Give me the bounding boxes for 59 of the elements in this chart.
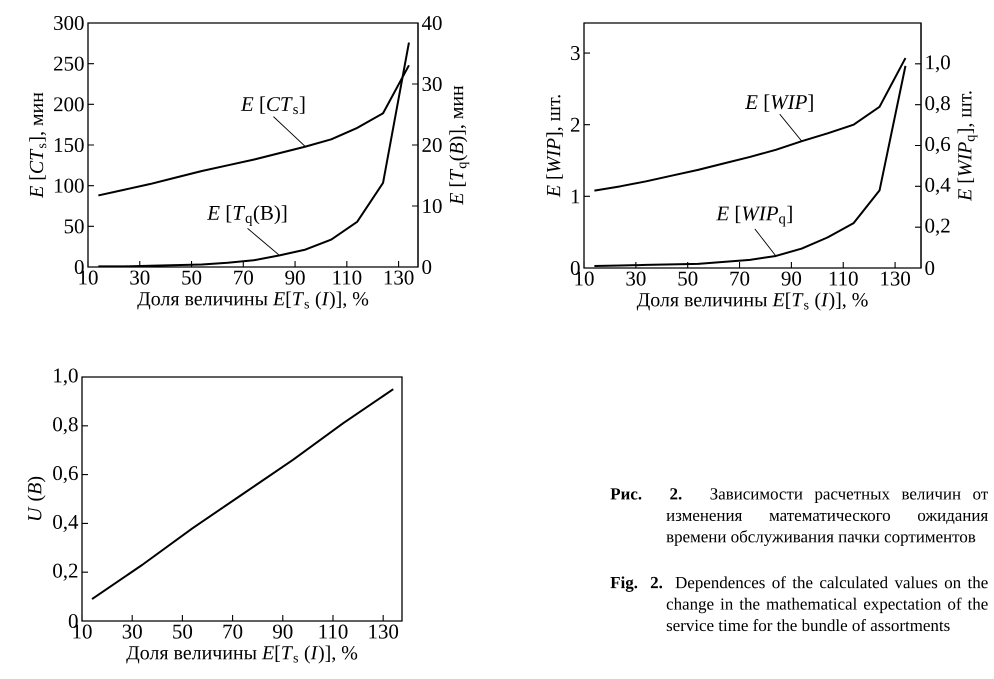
y-tick-label: 3: [571, 46, 580, 60]
x-tick-label: 30: [130, 270, 150, 285]
y-axis-title: U (B): [27, 476, 46, 520]
y-tick-label: 300: [54, 16, 84, 30]
y2-tick-label: 40: [422, 16, 442, 30]
x-tick-label: 110: [333, 270, 362, 285]
y-tick-label: 250: [54, 56, 84, 71]
x-axis-title: Доля величины E[T$_{s}$ (I)], %: [636, 292, 868, 311]
line-series: [91, 388, 394, 600]
y2-tick-label: 0: [422, 260, 432, 274]
y2-tick-label: 20: [422, 138, 442, 152]
x-tick-label: 90: [285, 270, 305, 285]
x-tick-label: 30: [122, 624, 142, 639]
x-tick-label: 130: [384, 270, 414, 285]
x-tick-label: 50: [678, 272, 698, 286]
x-axis-title: Доля величины E[T$_{s}$ (I)], %: [126, 645, 358, 664]
y2-tick-label: 0,6: [925, 136, 950, 154]
y-tick-label: 0,2: [53, 564, 78, 581]
y-axis-title: E [WIP], шт.: [546, 95, 564, 198]
y-tick-label: 100: [54, 178, 84, 193]
y2-axis-title: E [T$_{q}$(B)], мин: [449, 86, 470, 205]
y-tick-label: 0,8: [53, 417, 78, 434]
x-tick-label: 50: [182, 270, 202, 285]
x-tick-label: 90: [273, 624, 292, 639]
x-tick-label: 30: [626, 272, 646, 286]
x-tick-label: 110: [830, 272, 858, 286]
y-tick-label: 0,4: [53, 514, 78, 532]
y2-tick-label: 0,4: [925, 178, 950, 195]
text: Рис. 2. Зависимости расчетных величин от изменения математического ожидания времени обслуживания пачки сортиментов: [610, 488, 988, 546]
y-tick-label: 1: [572, 189, 580, 204]
x-tick-label: 70: [224, 624, 242, 639]
y-tick-label: 200: [54, 97, 84, 112]
x-tick-label: 50: [173, 624, 192, 639]
x-tick-label: 90: [782, 272, 802, 286]
y2-tick-label: 0,8: [925, 96, 950, 114]
series-label: E [T$_{q}$(B)]: [207, 205, 286, 226]
y2-tick-label: 10: [423, 198, 442, 214]
x-tick-label: 110: [320, 624, 348, 639]
y2-tick-label: 1,0: [926, 55, 950, 72]
y-tick-label: 50: [64, 219, 84, 234]
x-tick-label: 130: [881, 272, 910, 286]
y-tick-label: 1,0: [54, 368, 78, 386]
y-tick-label: 2: [570, 118, 580, 132]
y2-tick-label: 0: [925, 260, 934, 276]
text: Fig. 2. Dependences of the calculated values on the change in the mathematical expectation of the service time for the bundle of assortments: [610, 576, 988, 632]
y2-axis-title: E [WIP$_{q}$], шт.: [958, 91, 978, 202]
series-label: E [WIP]: [744, 94, 813, 112]
line-series: [593, 57, 906, 192]
x-tick-label: 70: [730, 272, 750, 286]
y2-tick-label: 0,2: [925, 218, 950, 236]
x-tick-label: 70: [234, 270, 253, 285]
y-axis-title: E [CT$_{s}$], мин: [29, 92, 46, 198]
y-tick-label: 0,6: [53, 466, 78, 484]
y2-tick-label: 30: [422, 76, 442, 92]
x-axis-title: Доля величины E[T$_{s}$ (I)], %: [137, 291, 368, 310]
series-label: E [WIP$_{q}$]: [716, 206, 792, 226]
series-label: E [CT$_{s}$]: [240, 96, 304, 114]
y-tick-label: 150: [54, 138, 84, 152]
x-tick-label: 130: [369, 624, 398, 639]
